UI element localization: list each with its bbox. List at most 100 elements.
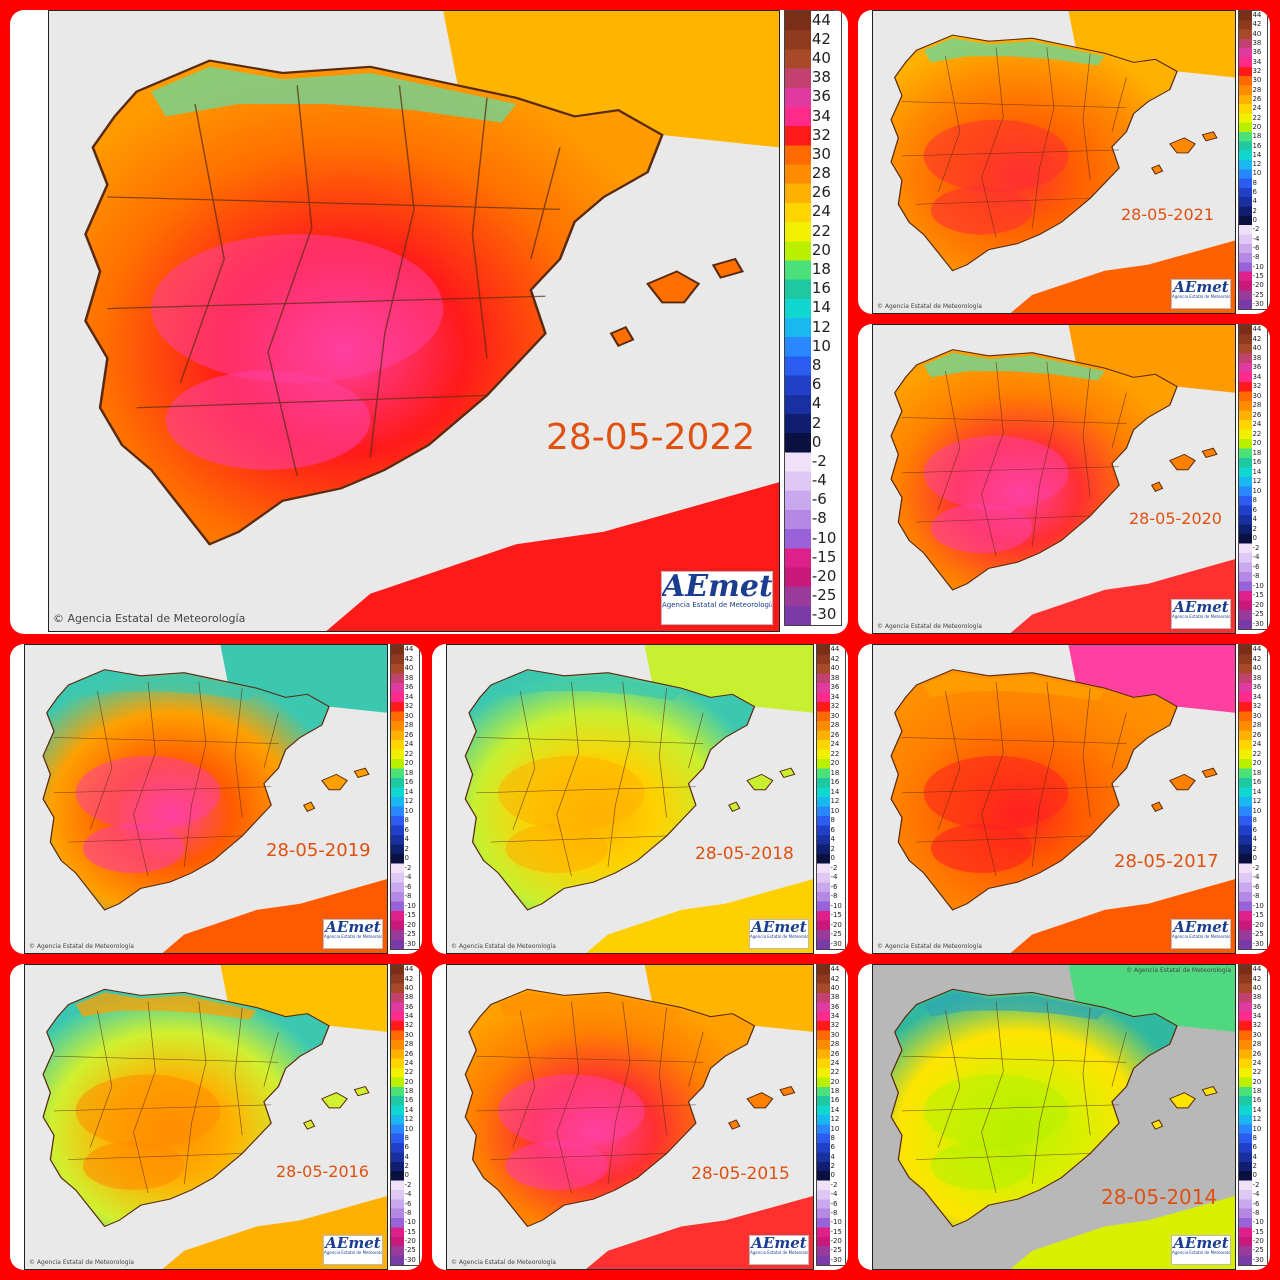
- province-borders: [901, 47, 1127, 238]
- temperature-map: [890, 325, 1235, 633]
- legend-tick-label: 36: [1252, 1002, 1262, 1011]
- legend-tick-label: 12: [830, 1115, 840, 1124]
- legend-tick-label: 0: [811, 432, 822, 451]
- legend-tick-label: 4: [1252, 515, 1257, 524]
- legend-tick-label: 26: [811, 183, 831, 202]
- province-borders: [53, 681, 279, 877]
- hot-south-patch: [930, 1141, 1033, 1190]
- legend-tick-label: 0: [830, 1171, 835, 1180]
- legend-tick-label: 24: [830, 740, 840, 749]
- legend-tick-label: -2: [404, 1180, 412, 1189]
- aemet-credit: © Agencia Estatal de Meteorología: [451, 1259, 556, 1266]
- legend-tick-label: -4: [1252, 553, 1260, 562]
- legend-tick-label: 20: [811, 240, 831, 259]
- legend-tick-label: 24: [1252, 420, 1262, 429]
- legend-tick-label: -20: [830, 920, 842, 929]
- legend-tick-label: -4: [1252, 234, 1260, 243]
- legend-tick-label: 10: [1252, 1124, 1262, 1133]
- temperature-legend: 44 42 40 38 36 34 32 30 28 26 24 22 20 18 16 14 12 10 8 6 4 2…: [1238, 10, 1268, 310]
- legend-tick-label: -8: [830, 1208, 838, 1217]
- hot-interior-patch: [75, 755, 221, 830]
- aemet-logo: AEmet Agencia Estatal de Meteorología: [661, 571, 773, 625]
- legend-tick-label: 24: [1252, 1058, 1262, 1067]
- legend-tick-label: 4: [404, 1152, 409, 1161]
- aemet-logo-word: AEmet: [662, 571, 773, 604]
- ibiza-island: [1151, 1119, 1164, 1130]
- legend-tick-label: -15: [811, 547, 837, 566]
- province-borders: [901, 681, 1127, 877]
- temperature-legend: 44 42 40 38 36 34 32 30 28 26 24 22 20 18 16 14 12 10 8 6 4 2…: [1238, 644, 1268, 950]
- legend-tick-label: 12: [404, 797, 414, 806]
- aemet-logo: AEmet Agencia Estatal de Meteorología: [323, 919, 383, 949]
- ibiza-island: [1151, 481, 1164, 492]
- legend-tick-label: -4: [830, 1190, 838, 1199]
- map-date-label: 28-05-2021: [1121, 205, 1214, 224]
- ibiza-island: [728, 801, 741, 812]
- northern-coast-band: [75, 672, 257, 701]
- legend-tick-label: 26: [830, 1049, 840, 1058]
- legend-tick-label: 44: [830, 965, 840, 974]
- legend-tick-label: 2: [830, 844, 835, 853]
- legend-tick-label: -8: [1252, 572, 1260, 581]
- legend-tick-label: 18: [1252, 132, 1262, 141]
- aemet-logo-word: AEmet: [325, 919, 381, 936]
- legend-tick-label: -10: [830, 1218, 842, 1227]
- legend-tick-label: 28: [404, 721, 414, 730]
- legend-tick-label: 10: [404, 806, 414, 815]
- legend-tick-label: 12: [830, 797, 840, 806]
- aemet-logo-word: AEmet: [325, 1235, 381, 1252]
- temperature-map: [42, 965, 387, 1269]
- legend-tick-label: 42: [404, 654, 414, 663]
- legend-tick-label: 28: [1252, 721, 1262, 730]
- legend-tick-label: 26: [1252, 410, 1262, 419]
- legend-tick-label: -25: [1252, 930, 1264, 939]
- aemet-logo: AEmet Agencia Estatal de Meteorología: [1171, 1235, 1231, 1265]
- legend-tick-label: 28: [811, 164, 831, 183]
- hot-interior-patch: [75, 1074, 221, 1148]
- aemet-logo-subtitle: Agencia Estatal de Meteorología: [1172, 1250, 1231, 1255]
- legend-tick-label: 42: [404, 974, 414, 983]
- temperature-map: [42, 645, 387, 953]
- legend-tick-label: 40: [830, 664, 840, 673]
- map-date-label: 28-05-2019: [266, 840, 371, 861]
- legend-tick-label: 34: [830, 1012, 840, 1021]
- map-date-label: 28-05-2015: [691, 1164, 790, 1184]
- france-region: [1068, 11, 1235, 78]
- legend-tick-label: 34: [811, 106, 831, 125]
- map-frame: 28-05-2019 © Agencia Estatal de Meteorolo…: [24, 644, 388, 954]
- legend-color-bar: [391, 645, 404, 949]
- legend-tick-label: 34: [1252, 57, 1262, 66]
- province-borders: [901, 361, 1127, 557]
- hot-interior-patch: [498, 755, 645, 830]
- legend-tick-label: -25: [811, 586, 837, 605]
- legend-tick-label: -20: [1252, 281, 1264, 290]
- legend-tick-label: 8: [1252, 1133, 1257, 1142]
- aemet-credit: © Agencia Estatal de Meteorología: [53, 612, 246, 625]
- temperature-map: [464, 965, 813, 1269]
- legend-tick-label: -10: [404, 901, 416, 910]
- legend-tick-label: 4: [830, 835, 835, 844]
- legend-tick-label: 38: [811, 68, 831, 87]
- legend-color-bar: [391, 965, 404, 1265]
- legend-tick-label: 18: [1252, 1087, 1262, 1096]
- legend-tick-label: -10: [1252, 581, 1264, 590]
- legend-tick-label: -30: [811, 605, 837, 624]
- aemet-credit: © Agencia Estatal de Meteorología: [877, 623, 982, 630]
- legend-tick-label: 22: [404, 1068, 414, 1077]
- france-region: [220, 965, 387, 1032]
- hot-interior-patch: [923, 1074, 1069, 1148]
- france-region: [220, 645, 387, 713]
- legend-tick-label: 14: [1252, 787, 1262, 796]
- legend-tick-label: 38: [404, 673, 414, 682]
- legend-tick-label: 16: [1252, 778, 1262, 787]
- legend-tick-label: 18: [1252, 768, 1262, 777]
- legend-tick-label: 44: [830, 645, 840, 654]
- legend-tick-label: 34: [1252, 1012, 1262, 1021]
- legend-tick-label: -30: [404, 939, 416, 948]
- legend-tick-label: 42: [1252, 334, 1262, 343]
- map-date-label: 28-05-2022: [546, 417, 756, 458]
- ibiza-island: [1151, 164, 1164, 175]
- legend-tick-label: 8: [1252, 496, 1257, 505]
- legend-tick-label: -2: [811, 451, 827, 470]
- legend-tick-label: -4: [404, 873, 412, 882]
